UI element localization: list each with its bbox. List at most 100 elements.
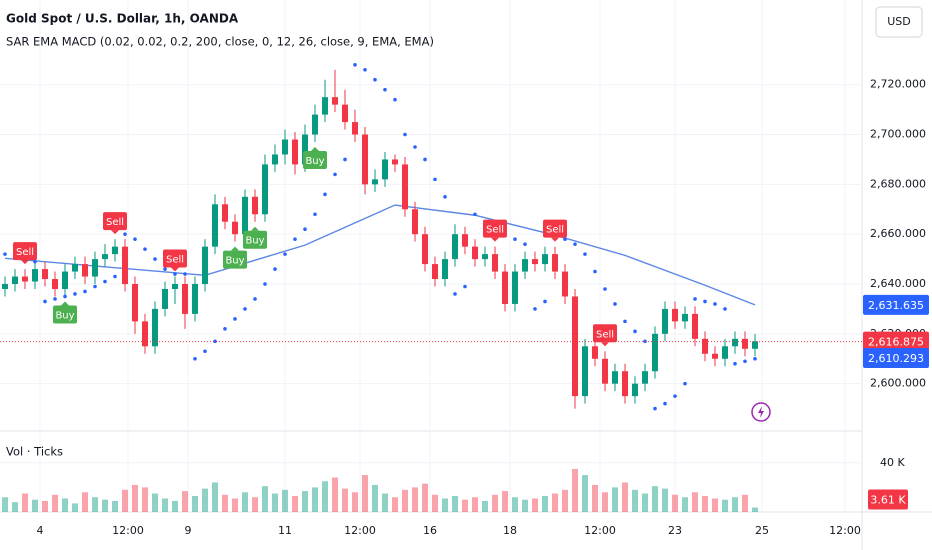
sar-dot [33, 259, 37, 264]
signal-label: Buy [55, 310, 74, 321]
sar-dot [733, 361, 737, 366]
sar-dot [173, 272, 177, 276]
sar-dot [63, 294, 67, 299]
volume-bar [752, 507, 758, 512]
sar-dot [133, 237, 137, 241]
volume-bar [2, 497, 8, 512]
volume-bar [62, 498, 68, 512]
candle-body [562, 271, 568, 297]
volume-bar [52, 494, 58, 512]
y-tick-label: 2,700.000 [870, 128, 926, 141]
sar-dot [203, 349, 207, 354]
candle-body [92, 259, 98, 277]
volume-bar [502, 491, 508, 512]
sar-dot [343, 157, 347, 162]
signal-badge [163, 249, 187, 268]
sar-dot [743, 359, 747, 364]
volume-bar [652, 486, 658, 512]
signal-label: Sell [546, 225, 564, 236]
candle-body [722, 346, 728, 359]
volume-bar [212, 482, 218, 512]
candle-body [172, 284, 178, 289]
volume-label: Vol · Ticks [6, 445, 63, 459]
signal-label: Sell [596, 329, 614, 340]
sar-dot [513, 237, 517, 241]
candle-body [382, 159, 388, 180]
candle-body [612, 371, 618, 384]
volume-bar [562, 489, 568, 512]
candle-body [152, 308, 158, 347]
sar-dot [143, 247, 147, 251]
sar-dot [153, 257, 157, 261]
candle-body [372, 179, 378, 185]
sar-dot [523, 242, 527, 246]
candle-body [702, 338, 708, 354]
candle-body [202, 246, 208, 285]
volume-bar [402, 489, 408, 512]
volume-bar [452, 496, 458, 512]
price-badge [863, 294, 929, 315]
y-tick-label: 2,680.000 [870, 177, 926, 190]
currency-button-frame[interactable] [875, 6, 923, 38]
volume-bar [422, 483, 428, 512]
candle-body [662, 308, 668, 334]
price-badge [863, 331, 929, 352]
sar-dot [573, 242, 577, 246]
sar-dot [383, 87, 387, 92]
candle-body [162, 288, 168, 309]
volume-bar [252, 497, 258, 512]
candle-body [472, 246, 478, 260]
signal-pointer [251, 226, 259, 231]
candle-body [182, 284, 188, 314]
volume-bar [312, 487, 318, 512]
candle-body [42, 269, 48, 280]
sar-dot [673, 394, 677, 398]
volume-bar [432, 494, 438, 512]
signal-label: Sell [16, 247, 34, 258]
signal-badge [53, 305, 77, 324]
sar-dot [623, 319, 627, 324]
volume-bar [342, 488, 348, 512]
sar-dot [113, 274, 117, 279]
icon-bolt[interactable] [758, 406, 764, 418]
sar-dot [183, 272, 187, 276]
volume-bar [602, 492, 608, 512]
volume-bar [302, 491, 308, 512]
volume-bar [532, 498, 538, 512]
candle-body [742, 338, 748, 349]
sar-dot [703, 299, 707, 304]
icon-ring[interactable] [751, 402, 771, 422]
signal-pointer [491, 237, 499, 242]
volume-tick-label: 40 K [880, 456, 905, 469]
signal-badge [483, 219, 507, 238]
x-tick-label: 12:00 [584, 524, 616, 537]
x-tick-label: 16 [423, 524, 437, 537]
sar-dot [363, 67, 367, 72]
plot: 4 12:00 9 11 12:00 16 18 12:00 23 25 12:00 2,600.00… [0, 0, 929, 537]
volume-bar [32, 499, 38, 512]
candle-body [12, 276, 18, 285]
volume-bar [542, 496, 548, 512]
lightning-icon[interactable] [751, 402, 771, 422]
signal-badge [223, 250, 247, 269]
candle-body [312, 114, 318, 135]
signal-label: Sell [166, 255, 184, 266]
volume-bar [722, 499, 728, 512]
volume-bar [712, 498, 718, 512]
currency-label[interactable]: USD [887, 15, 911, 28]
volume-bar [92, 497, 98, 512]
candle-body [222, 204, 228, 222]
candle-body [142, 321, 148, 347]
candle-body [412, 209, 418, 235]
volume-bar [112, 500, 118, 512]
price-badge-label: 2,631.635 [868, 299, 924, 312]
volume-bar [732, 497, 738, 512]
candle-body [512, 271, 518, 304]
volume-bar [672, 494, 678, 512]
candle-body [482, 254, 488, 260]
candle-body [282, 139, 288, 155]
currency-button[interactable]: USD [875, 6, 923, 38]
candle-body [592, 346, 598, 359]
volume-bar [642, 493, 648, 512]
